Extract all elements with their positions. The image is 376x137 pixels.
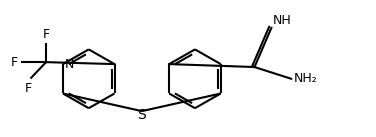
Text: F: F bbox=[24, 82, 32, 95]
Text: F: F bbox=[11, 56, 18, 69]
Text: S: S bbox=[138, 108, 146, 122]
Text: N: N bbox=[65, 58, 74, 71]
Text: NH₂: NH₂ bbox=[294, 72, 318, 85]
Text: F: F bbox=[42, 28, 50, 41]
Text: NH: NH bbox=[272, 14, 291, 27]
